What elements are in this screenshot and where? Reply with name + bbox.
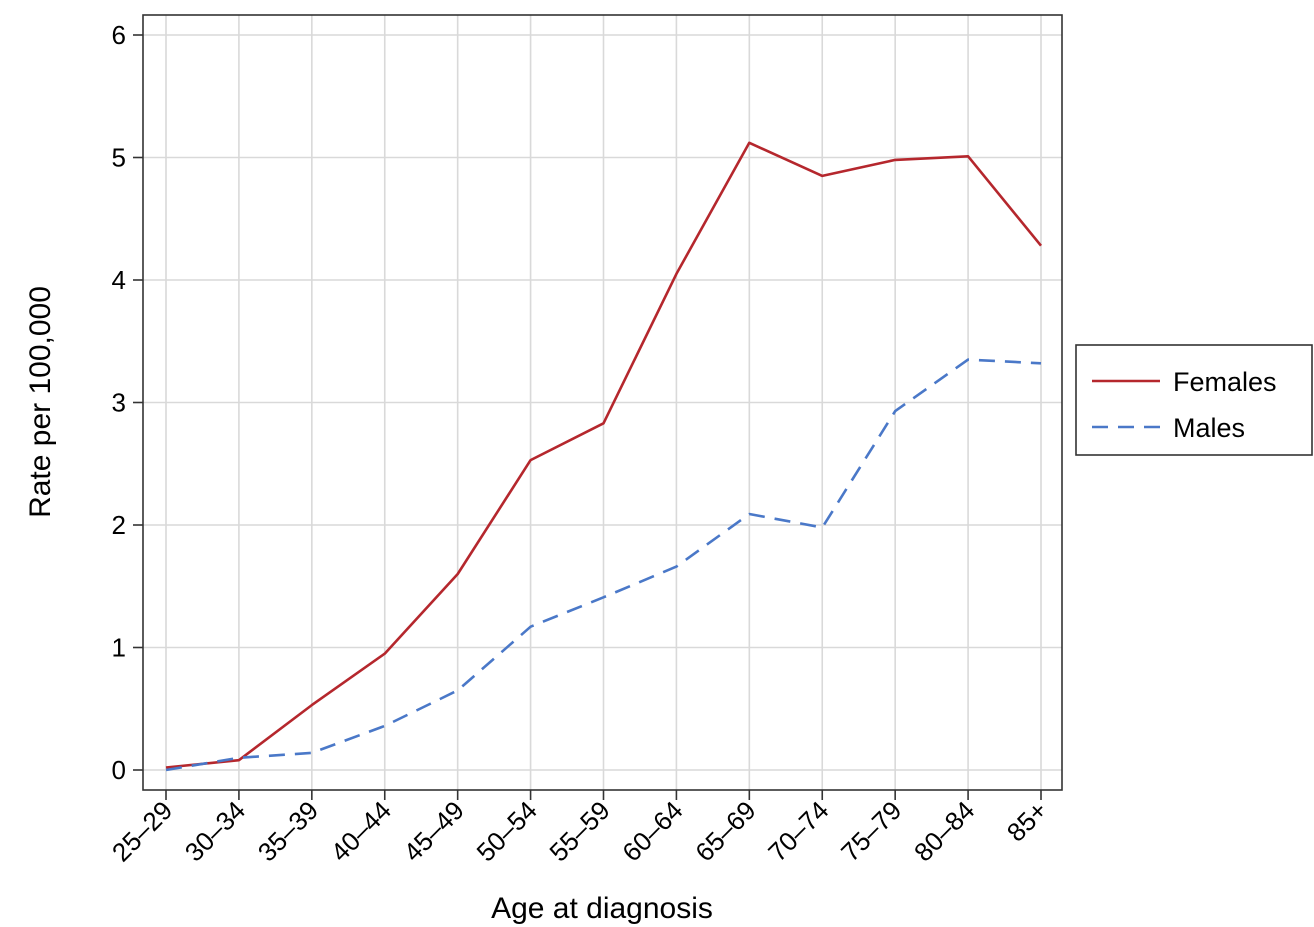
x-tick-label: 65–69 [689, 795, 761, 867]
legend-box [1075, 344, 1313, 456]
series-line-females [165, 141, 1043, 769]
x-tick-label: 60–64 [616, 795, 688, 867]
x-tick-label: 30–34 [179, 795, 251, 867]
x-tick-label: 50–54 [470, 795, 542, 867]
x-tick-label: 85+ [1001, 795, 1053, 847]
x-tick-label: 55–59 [543, 795, 615, 867]
x-tick-label: 70–74 [762, 795, 834, 867]
x-tick-label: 80–84 [908, 795, 980, 867]
y-tick-label: 3 [112, 388, 126, 418]
series-line-males [165, 358, 1042, 772]
series-lines [165, 141, 1043, 772]
axes [133, 34, 1042, 800]
y-tick-label: 6 [112, 20, 126, 50]
y-tick-label: 1 [112, 633, 126, 663]
y-tick-label: 2 [112, 510, 126, 540]
x-tick-label: 25–29 [106, 795, 178, 867]
x-tick-label: 75–79 [835, 795, 907, 867]
grid [143, 15, 1062, 790]
y-tick-label: 5 [112, 143, 126, 173]
legend-label-females: Females [1173, 367, 1277, 397]
x-tick-labels: 25–29 30–34 35–39 40–44 45–49 50–54 55–59 60–64… [106, 795, 1053, 867]
x-tick-label: 40–44 [325, 795, 397, 867]
legend: Females Males [1075, 344, 1313, 456]
x-tick-label: 35–39 [252, 795, 324, 867]
y-tick-label: 4 [112, 265, 126, 295]
y-tick-label: 0 [112, 755, 126, 785]
y-tick-labels: 0 1 2 3 4 5 6 [112, 20, 126, 785]
legend-label-males: Males [1173, 413, 1245, 443]
x-axis-title: Age at diagnosis [491, 892, 713, 925]
x-tick-label: 45–49 [398, 795, 470, 867]
y-axis-title: Rate per 100,000 [24, 286, 57, 518]
